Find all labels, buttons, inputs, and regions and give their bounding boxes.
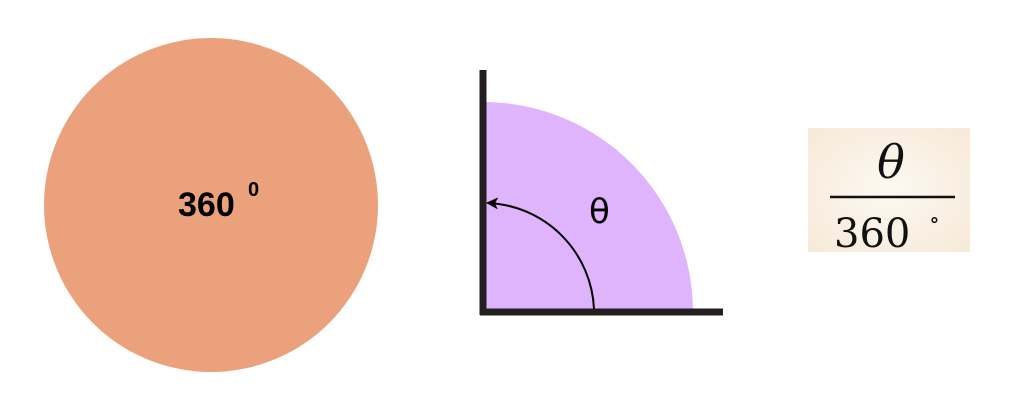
full-circle-group: 360 0 [44, 38, 378, 372]
sector-wedge [483, 102, 693, 312]
fraction-numerator: θ [877, 135, 905, 189]
fraction-background [808, 128, 970, 252]
circle-label-superscript: 0 [248, 179, 259, 201]
full-circle [44, 38, 378, 372]
sector-group: θ [479, 70, 723, 316]
angle-theta-label: θ [589, 192, 610, 232]
fraction-denominator: 360 [834, 211, 910, 257]
fraction-degree-symbol: ∘ [929, 208, 940, 233]
fraction-group: θ 360 ∘ [808, 128, 970, 257]
circle-label: 360 [178, 186, 235, 224]
angle-arc-arrow [486, 197, 595, 310]
